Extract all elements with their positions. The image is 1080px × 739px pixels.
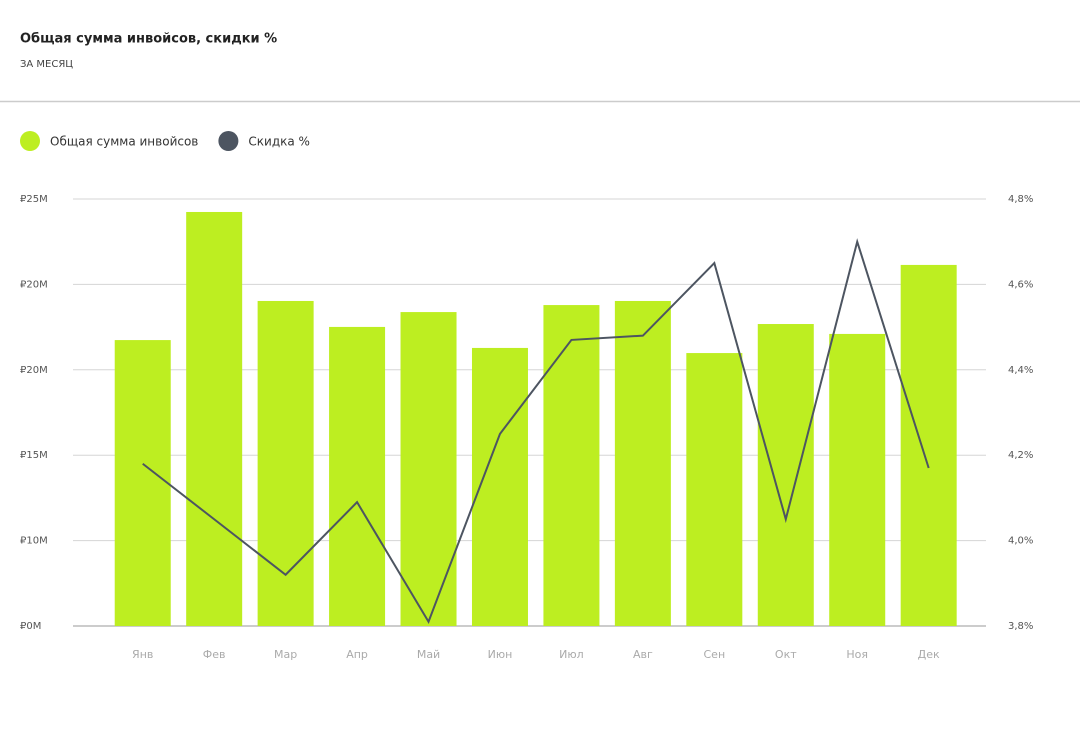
x-tick-label: Дек [918, 648, 940, 661]
x-tick-label: Окт [775, 648, 797, 661]
chart-title: Общая сумма инвойсов, скидки % [20, 32, 277, 47]
y2-tick-label: 4,6% [1008, 279, 1033, 290]
y2-tick-label: 4,8% [1008, 194, 1033, 205]
bar [900, 264, 957, 626]
bar [471, 347, 528, 626]
bar [114, 340, 171, 626]
bar [329, 326, 386, 626]
x-tick-label: Май [417, 648, 440, 661]
x-tick-label: Авг [633, 648, 653, 661]
bar [829, 333, 886, 626]
legend-label: Общая сумма инвойсов [50, 135, 198, 149]
chart-subtitle: ЗА МЕСЯЦ [20, 59, 73, 70]
bar [257, 300, 314, 626]
line [142, 238, 930, 625]
y-tick-label: ₽20M [20, 365, 48, 376]
x-tick-label: Мар [274, 648, 297, 661]
legend-marker [20, 131, 40, 151]
x-tick-label: Янв [132, 648, 153, 661]
y-tick-label: ₽20M [20, 279, 48, 290]
x-tick-label: Ноя [846, 648, 868, 661]
x-tick-label: Сен [704, 648, 726, 661]
y-tick-label: ₽10M [20, 536, 48, 547]
bar [400, 312, 457, 626]
legend-marker [218, 131, 239, 151]
bar [757, 324, 814, 626]
x-tick-label: Апр [346, 648, 368, 661]
y-tick-label: ₽15M [20, 450, 48, 461]
y-tick-label: ₽25M [20, 194, 48, 205]
bar [543, 305, 600, 626]
bar [614, 300, 671, 626]
y2-tick-label: 3,8% [1008, 621, 1033, 632]
bar [686, 353, 743, 626]
y2-tick-label: 4,0% [1008, 536, 1033, 547]
y-tick-label: ₽0M [20, 621, 41, 632]
bar [186, 211, 243, 626]
x-tick-label: Июл [559, 648, 584, 661]
y2-tick-label: 4,2% [1008, 450, 1033, 461]
legend-label: Скидка % [248, 135, 310, 149]
y2-tick-label: 4,4% [1008, 365, 1033, 376]
x-tick-label: Фев [203, 648, 226, 661]
x-tick-label: Июн [488, 648, 513, 661]
